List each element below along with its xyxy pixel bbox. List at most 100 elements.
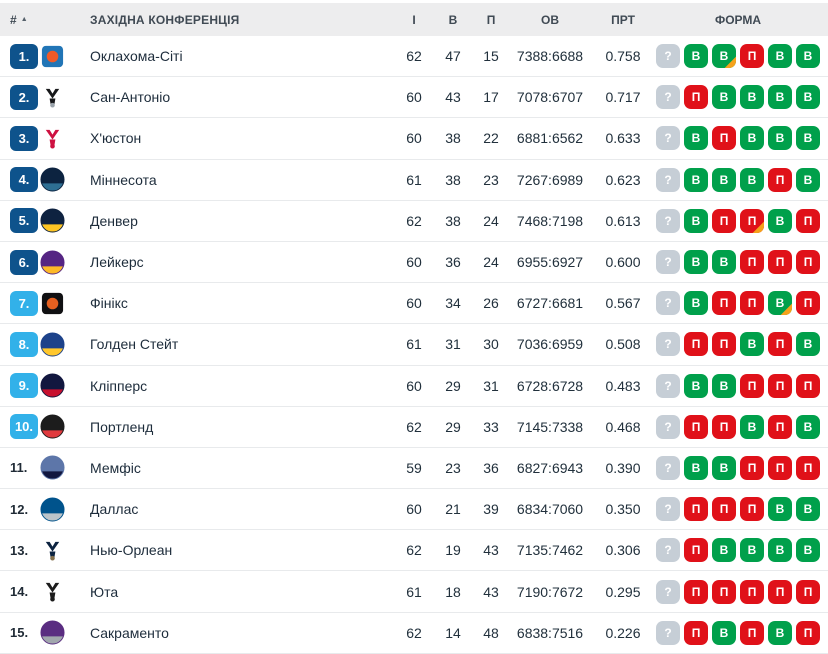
form-win-badge[interactable]: В bbox=[768, 620, 792, 645]
form-loss-badge[interactable]: П bbox=[740, 250, 764, 275]
form-win-badge[interactable]: В bbox=[740, 85, 764, 110]
team-name-link[interactable]: Міннесота bbox=[90, 171, 157, 188]
table-row[interactable]: 1. Оклахома-Сіті 62 47 15 7388:6688 0.75… bbox=[0, 36, 828, 78]
form-loss-badge[interactable]: П bbox=[684, 85, 708, 110]
team-name-link[interactable]: Х'юстон bbox=[90, 130, 142, 147]
form-loss-badge[interactable]: П bbox=[796, 579, 820, 604]
form-upcoming-badge[interactable]: ? bbox=[656, 579, 680, 604]
table-row[interactable]: 3. Х'юстон 60 38 22 6881:6562 0.633 ? В П В… bbox=[0, 118, 828, 160]
form-win-badge[interactable]: В bbox=[740, 414, 764, 439]
form-win-badge[interactable]: В bbox=[796, 497, 820, 522]
form-loss-badge[interactable]: П bbox=[740, 373, 764, 398]
form-win-badge[interactable]: В bbox=[684, 208, 708, 233]
form-loss-badge[interactable]: П bbox=[768, 414, 792, 439]
form-upcoming-badge[interactable]: ? bbox=[656, 208, 680, 233]
form-win-badge[interactable]: В bbox=[684, 291, 708, 316]
form-loss-badge[interactable]: П bbox=[712, 414, 736, 439]
team-name-link[interactable]: Лейкерс bbox=[90, 254, 144, 271]
table-row[interactable]: 4. Міннесота 61 38 23 7267:6989 0.623 ? В… bbox=[0, 159, 828, 201]
form-win-badge[interactable]: В bbox=[768, 44, 792, 69]
form-win-badge[interactable]: В bbox=[684, 455, 708, 480]
form-upcoming-badge[interactable]: ? bbox=[656, 497, 680, 522]
points-column-header[interactable]: ОВ bbox=[541, 12, 559, 27]
form-upcoming-badge[interactable]: ? bbox=[656, 332, 680, 357]
table-row[interactable]: 10. Портленд 62 29 33 7145:7338 0.468 ? П… bbox=[0, 406, 828, 448]
form-loss-badge[interactable]: П bbox=[712, 126, 736, 151]
form-win-badge[interactable]: В bbox=[684, 44, 708, 69]
form-loss-badge[interactable]: П bbox=[740, 455, 764, 480]
form-loss-badge[interactable]: П bbox=[712, 579, 736, 604]
form-win-badge[interactable]: В bbox=[712, 538, 736, 563]
form-win-badge[interactable]: В bbox=[740, 126, 764, 151]
table-row[interactable]: 5. Денвер 62 38 24 7468:7198 0.613 ? В П П В… bbox=[0, 200, 828, 242]
form-loss-badge[interactable]: П bbox=[796, 373, 820, 398]
team-name-link[interactable]: Портленд bbox=[90, 418, 154, 435]
form-win-badge[interactable]: В bbox=[768, 497, 792, 522]
table-row[interactable]: 8. Голден Стейт 61 31 30 7036:6959 0.508… bbox=[0, 324, 828, 366]
form-upcoming-badge[interactable]: ? bbox=[656, 85, 680, 110]
team-name-link[interactable]: Фінікс bbox=[90, 295, 128, 312]
form-win-badge[interactable]: В bbox=[712, 455, 736, 480]
team-name-link[interactable]: Денвер bbox=[90, 212, 138, 229]
table-row[interactable]: 12. Даллас 60 21 39 6834:7060 0.350 ? П П П… bbox=[0, 489, 828, 531]
form-upcoming-badge[interactable]: ? bbox=[656, 291, 680, 316]
form-win-badge[interactable]: В bbox=[712, 373, 736, 398]
form-loss-badge[interactable]: П bbox=[796, 250, 820, 275]
form-loss-badge[interactable]: П bbox=[712, 332, 736, 357]
form-loss-badge[interactable]: П bbox=[768, 373, 792, 398]
form-win-badge[interactable]: В bbox=[796, 414, 820, 439]
form-loss-badge[interactable]: П bbox=[684, 497, 708, 522]
form-loss-badge[interactable]: П bbox=[684, 332, 708, 357]
form-win-badge[interactable]: В bbox=[712, 250, 736, 275]
form-win-badge[interactable]: В bbox=[768, 126, 792, 151]
form-win-badge[interactable]: В bbox=[740, 538, 764, 563]
table-row[interactable]: 13. Нью-Орлеан 62 19 43 7135:7462 0.306 … bbox=[0, 530, 828, 572]
table-row[interactable]: 14. Юта 61 18 43 7190:7672 0.295 ? П П П П П bbox=[0, 571, 828, 613]
form-loss-badge[interactable]: П bbox=[712, 291, 736, 316]
team-name-link[interactable]: Кліпперс bbox=[90, 377, 148, 394]
form-loss-badge[interactable]: П bbox=[768, 332, 792, 357]
form-upcoming-badge[interactable]: ? bbox=[656, 455, 680, 480]
form-loss-badge[interactable]: П bbox=[684, 414, 708, 439]
form-upcoming-badge[interactable]: ? bbox=[656, 538, 680, 563]
form-win-badge[interactable]: В bbox=[796, 538, 820, 563]
wins-column-header[interactable]: В bbox=[448, 12, 458, 27]
form-win-badge[interactable]: В bbox=[796, 167, 820, 192]
form-upcoming-badge[interactable]: ? bbox=[656, 373, 680, 398]
form-loss-badge[interactable]: П bbox=[768, 250, 792, 275]
rank-column-header[interactable]: # ▲ bbox=[0, 13, 40, 27]
form-loss-badge[interactable]: П bbox=[768, 455, 792, 480]
form-upcoming-badge[interactable]: ? bbox=[656, 44, 680, 69]
form-win-badge[interactable]: В bbox=[768, 208, 792, 233]
form-loss-badge[interactable]: П bbox=[740, 208, 764, 233]
table-row[interactable]: 9. Кліпперс 60 29 31 6728:6728 0.483 ? В В… bbox=[0, 365, 828, 407]
team-name-link[interactable]: Нью-Орлеан bbox=[90, 542, 173, 559]
form-win-badge[interactable]: В bbox=[796, 44, 820, 69]
form-win-badge[interactable]: В bbox=[684, 250, 708, 275]
form-loss-badge[interactable]: П bbox=[740, 44, 764, 69]
form-loss-badge[interactable]: П bbox=[740, 497, 764, 522]
pct-column-header[interactable]: ПРТ bbox=[611, 12, 635, 27]
form-loss-badge[interactable]: П bbox=[740, 579, 764, 604]
team-name-link[interactable]: Голден Стейт bbox=[90, 336, 179, 353]
table-row[interactable]: 11. Мемфіс 59 23 36 6827:6943 0.390 ? В В П… bbox=[0, 447, 828, 490]
team-name-link[interactable]: Сан-Антоніо bbox=[90, 89, 171, 106]
form-loss-badge[interactable]: П bbox=[796, 208, 820, 233]
form-loss-badge[interactable]: П bbox=[712, 208, 736, 233]
form-win-badge[interactable]: В bbox=[768, 291, 792, 316]
table-row[interactable]: 7. Фінікс 60 34 26 6727:6681 0.567 ? В П П В… bbox=[0, 283, 828, 325]
form-win-badge[interactable]: В bbox=[684, 167, 708, 192]
form-upcoming-badge[interactable]: ? bbox=[656, 250, 680, 275]
form-upcoming-badge[interactable]: ? bbox=[656, 167, 680, 192]
form-upcoming-badge[interactable]: ? bbox=[656, 126, 680, 151]
form-win-badge[interactable]: В bbox=[684, 126, 708, 151]
form-win-badge[interactable]: В bbox=[768, 538, 792, 563]
form-win-badge[interactable]: В bbox=[712, 620, 736, 645]
form-win-badge[interactable]: В bbox=[796, 85, 820, 110]
form-loss-badge[interactable]: П bbox=[796, 291, 820, 316]
form-win-badge[interactable]: В bbox=[712, 85, 736, 110]
form-win-badge[interactable]: В bbox=[796, 332, 820, 357]
form-win-badge[interactable]: В bbox=[740, 332, 764, 357]
form-loss-badge[interactable]: П bbox=[740, 620, 764, 645]
table-row[interactable]: 15. Сакраменто 62 14 48 6838:7516 0.226 … bbox=[0, 612, 828, 654]
